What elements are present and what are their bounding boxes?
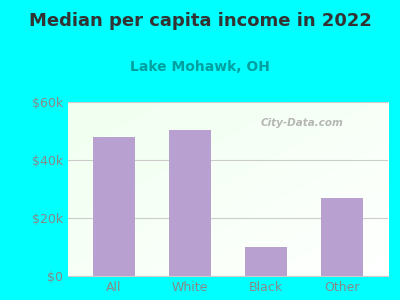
Bar (245, 247, 287, 276)
Bar (169, 130, 211, 276)
Text: Lake Mohawk, OH: Lake Mohawk, OH (130, 60, 270, 74)
Bar (93, 137, 135, 276)
Text: Median per capita income in 2022: Median per capita income in 2022 (28, 12, 372, 30)
Text: City-Data.com: City-Data.com (260, 118, 343, 128)
Bar (321, 198, 363, 276)
